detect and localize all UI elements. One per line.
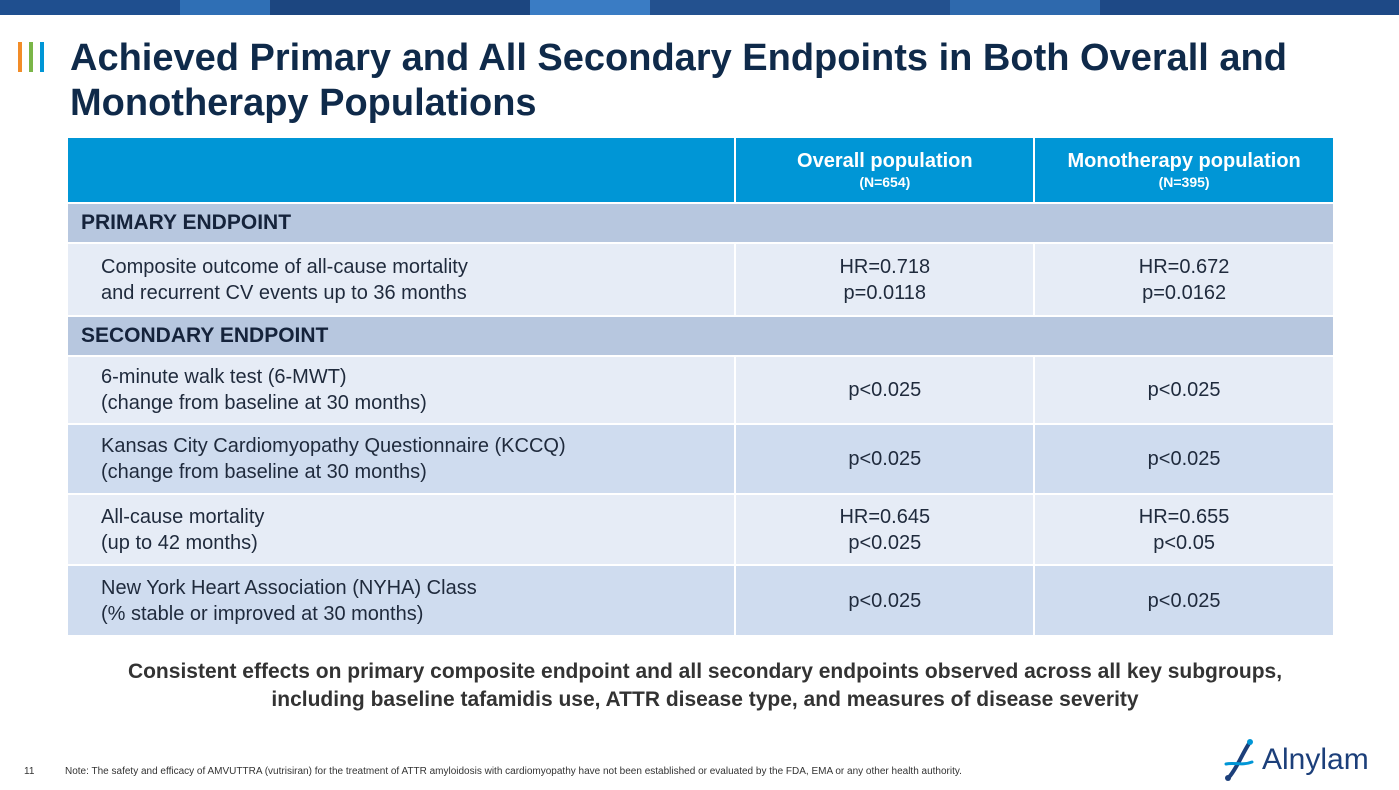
page-number: 11 bbox=[24, 766, 35, 777]
monotherapy-value: HR=0.672 p=0.0162 bbox=[1034, 243, 1335, 317]
endpoint-label: 6-minute walk test (6-MWT) (change from … bbox=[68, 356, 737, 425]
overall-value: HR=0.645 p<0.025 bbox=[735, 494, 1036, 566]
alnylam-helix-icon bbox=[1224, 739, 1254, 781]
header-monotherapy-population: Monotherapy population (N=395) bbox=[1034, 138, 1335, 204]
title-accent-marks bbox=[18, 42, 44, 72]
table-row: New York Heart Association (NYHA) Class … bbox=[68, 565, 1335, 637]
header-empty-cell bbox=[68, 138, 737, 204]
primary-endpoint-section: PRIMARY ENDPOINT bbox=[68, 203, 1335, 244]
monotherapy-value: HR=0.655 p<0.05 bbox=[1034, 494, 1335, 566]
slide-title: Achieved Primary and All Secondary Endpo… bbox=[70, 37, 1287, 124]
monotherapy-value: p<0.025 bbox=[1034, 356, 1335, 425]
section-label: PRIMARY ENDPOINT bbox=[68, 203, 1335, 244]
endpoint-label: New York Heart Association (NYHA) Class … bbox=[68, 565, 737, 637]
overall-value: p<0.025 bbox=[735, 424, 1036, 495]
summary-statement: Consistent effects on primary composite … bbox=[127, 660, 1283, 711]
monotherapy-value: p<0.025 bbox=[1034, 565, 1335, 637]
logo-wordmark: Alnylam bbox=[1262, 743, 1369, 776]
section-label: SECONDARY ENDPOINT bbox=[68, 316, 1335, 357]
secondary-endpoint-section: SECONDARY ENDPOINT bbox=[68, 316, 1335, 357]
monotherapy-value: p<0.025 bbox=[1034, 424, 1335, 495]
endpoints-table: Overall population (N=654) Monotherapy p… bbox=[68, 138, 1335, 637]
overall-value: HR=0.718 p=0.0118 bbox=[735, 243, 1036, 317]
header-overall-population: Overall population (N=654) bbox=[735, 138, 1036, 204]
table-row: Composite outcome of all-cause mortality… bbox=[68, 243, 1335, 317]
table-row: All-cause mortality (up to 42 months) HR… bbox=[68, 494, 1335, 566]
footnote: Note: The safety and efficacy of AMVUTTR… bbox=[65, 766, 962, 777]
top-decorative-bar bbox=[0, 0, 1399, 15]
endpoint-label: Kansas City Cardiomyopathy Questionnaire… bbox=[68, 424, 737, 495]
table-row: Kansas City Cardiomyopathy Questionnaire… bbox=[68, 424, 1335, 495]
overall-value: p<0.025 bbox=[735, 356, 1036, 425]
endpoint-label: All-cause mortality (up to 42 months) bbox=[68, 494, 737, 566]
endpoint-label: Composite outcome of all-cause mortality… bbox=[68, 243, 737, 317]
alnylam-logo: Alnylam bbox=[1220, 736, 1390, 784]
overall-value: p<0.025 bbox=[735, 565, 1036, 637]
table-header-row: Overall population (N=654) Monotherapy p… bbox=[68, 138, 1335, 204]
table-row: 6-minute walk test (6-MWT) (change from … bbox=[68, 356, 1335, 425]
